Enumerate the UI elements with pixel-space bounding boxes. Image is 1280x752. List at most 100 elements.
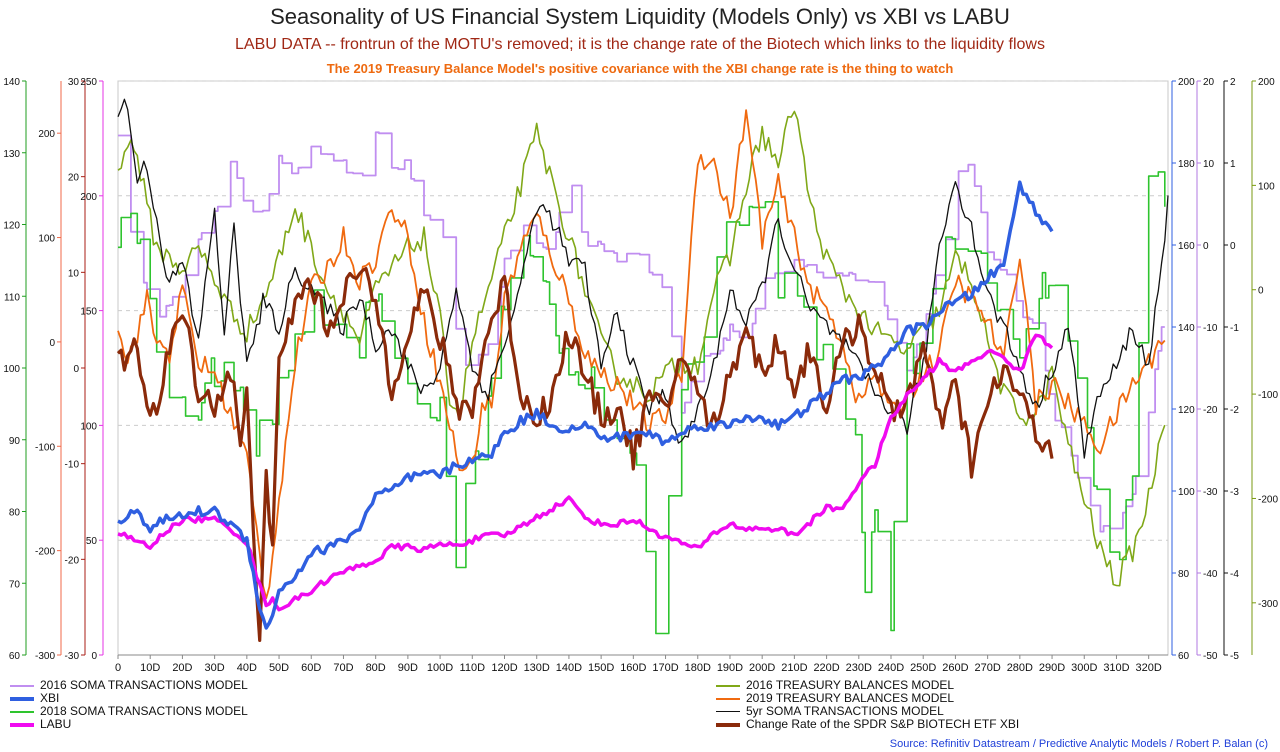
legend-entry: 2016 TREASURY BALANCES MODEL (716, 679, 1019, 692)
y-tick-label: 20 (1203, 77, 1215, 88)
y-tick-label: -3 (1230, 487, 1239, 498)
x-tick-label: 130D (524, 662, 550, 674)
legend-swatch (716, 722, 740, 727)
y-axis-ax_blue: 60 80 100 120 140 160 180 200 (1171, 77, 1195, 662)
x-tick-label: 220D (813, 662, 839, 674)
x-tick-label: 20D (172, 662, 192, 674)
legend-entry: XBI (10, 692, 248, 705)
y-tick-label: -4 (1230, 569, 1239, 580)
y-axis-ax_salmon: -300 -200 -100 0 100 200 (35, 81, 62, 662)
x-tick-label: 90D (398, 662, 418, 674)
y-tick-label: 100 (1258, 181, 1275, 192)
x-tick-label: 60D (301, 662, 321, 674)
series-line-5yr-soma-transactions-model (117, 98, 1169, 459)
y-tick-label: -10 (1203, 323, 1218, 334)
x-tick-label: 210D (781, 662, 807, 674)
chart-title: Seasonality of US Financial System Liqui… (270, 4, 1010, 29)
y-tick-label: 160 (1178, 241, 1195, 252)
y-tick-label: -200 (35, 547, 55, 558)
x-tick-label: 10D (140, 662, 160, 674)
y-tick-label: 0 (73, 364, 79, 375)
legend-label: XBI (40, 691, 60, 705)
legend-entry: 2018 SOMA TRANSACTIONS MODEL (10, 705, 248, 718)
y-tick-label: -10 (65, 460, 80, 471)
x-tick-label: 280D (1007, 662, 1033, 674)
y-tick-label: 20 (68, 173, 80, 184)
y-tick-label: 100 (38, 234, 55, 245)
x-tick-label: 70D (333, 662, 353, 674)
y-tick-label: -20 (65, 555, 80, 566)
y-tick-label: 10 (1203, 159, 1215, 170)
legend-left: 2016 SOMA TRANSACTIONS MODEL XBI 2018 SOMA… (10, 679, 248, 731)
y-tick-label: 200 (80, 192, 97, 203)
y-tick-label: 130 (3, 149, 20, 160)
y-tick-label: -50 (1203, 651, 1218, 662)
y-tick-label: 110 (4, 292, 20, 303)
legend-swatch (10, 722, 34, 727)
legend-entry: 5yr SOMA TRANSACTIONS MODEL (716, 705, 1019, 718)
y-tick-label: 1 (1230, 159, 1236, 170)
y-tick-label: 0 (1258, 286, 1264, 297)
legend-right: 2016 TREASURY BALANCES MODEL 2019 TREASUR… (716, 679, 1019, 731)
y-tick-label: 0 (1203, 241, 1209, 252)
y-tick-label: 80 (1178, 569, 1190, 580)
y-tick-label: -20 (1203, 405, 1218, 416)
legend-swatch (10, 710, 34, 713)
y-axis-ax_green_outer: 60 70 80 90 100 110 120 130 140 (3, 77, 27, 662)
chart-subtitle: LABU DATA -- frontrun of the MOTU's remo… (235, 36, 1045, 53)
y-tick-label: 250 (80, 77, 97, 88)
y-tick-label: -100 (1258, 390, 1278, 401)
x-tick-label: 230D (846, 662, 872, 674)
y-tick-label: -2 (1230, 405, 1239, 416)
series-line-2016-soma-transactions-model (118, 131, 1165, 533)
y-tick-label: 90 (9, 436, 21, 447)
y-tick-label: 0 (49, 338, 55, 349)
y-tick-label: 180 (1178, 159, 1195, 170)
series-lines (116, 98, 1169, 642)
y-axis-ax_black: -5 -4 -3 -2 -1 0 1 2 (1223, 77, 1239, 662)
x-tick-label: 160D (620, 662, 646, 674)
x-tick-label: 40D (237, 662, 257, 674)
y-tick-label: 60 (9, 651, 21, 662)
y-tick-label: 200 (1178, 77, 1195, 88)
legend-entry: LABU (10, 718, 248, 731)
x-tick-label: 180D (685, 662, 711, 674)
chart-note: The 2019 Treasury Balance Model's positi… (326, 61, 954, 76)
y-tick-label: 50 (86, 536, 98, 547)
y-tick-label: 70 (9, 579, 21, 590)
x-tick-label: 300D (1071, 662, 1097, 674)
series-line-2016-treasury-balances-model (117, 110, 1166, 587)
legend-entry: 2016 SOMA TRANSACTIONS MODEL (10, 679, 248, 692)
x-tick-label: 120D (491, 662, 517, 674)
legend-swatch (10, 696, 34, 701)
y-tick-label: 200 (1258, 77, 1275, 88)
y-tick-label: -200 (1258, 494, 1278, 505)
y-tick-label: 100 (3, 364, 20, 375)
y-axis-ax_lavender: -50 -40 -30 -20 -10 0 10 20 (1196, 77, 1218, 662)
y-tick-label: 120 (3, 221, 20, 232)
y-axis-ax_magenta: 0 50 100 150 200 250 (80, 77, 104, 662)
series-line-change-rate-of-the-spdr-s-p-biotech-etf-xbi (116, 267, 1054, 642)
x-tick-label: 170D (652, 662, 678, 674)
y-tick-label: 30 (68, 77, 80, 88)
x-tick-label: 110D (460, 662, 486, 674)
y-tick-label: 200 (38, 129, 55, 140)
x-tick-label: 310D (1103, 662, 1129, 674)
legend-entry: Change Rate of the SPDR S&P BIOTECH ETF … (716, 718, 1019, 731)
y-tick-label: -300 (1258, 599, 1278, 610)
legend-swatch (716, 684, 740, 687)
x-tick-label: 0 (115, 662, 121, 674)
x-tick-label: 270D (974, 662, 1000, 674)
x-tick-label: 140D (556, 662, 582, 674)
x-tick-label: 260D (942, 662, 968, 674)
x-tick-label: 150D (588, 662, 614, 674)
y-tick-label: 0 (91, 651, 97, 662)
x-tick-label: 320D (1136, 662, 1162, 674)
y-tick-label: 10 (68, 268, 80, 279)
legend-label: 2019 TREASURY BALANCES MODEL (746, 691, 955, 705)
y-tick-label: 80 (9, 508, 21, 519)
y-tick-label: 140 (1178, 323, 1195, 334)
legend-entry: 2019 TREASURY BALANCES MODEL (716, 692, 1019, 705)
grid (117, 80, 1169, 656)
